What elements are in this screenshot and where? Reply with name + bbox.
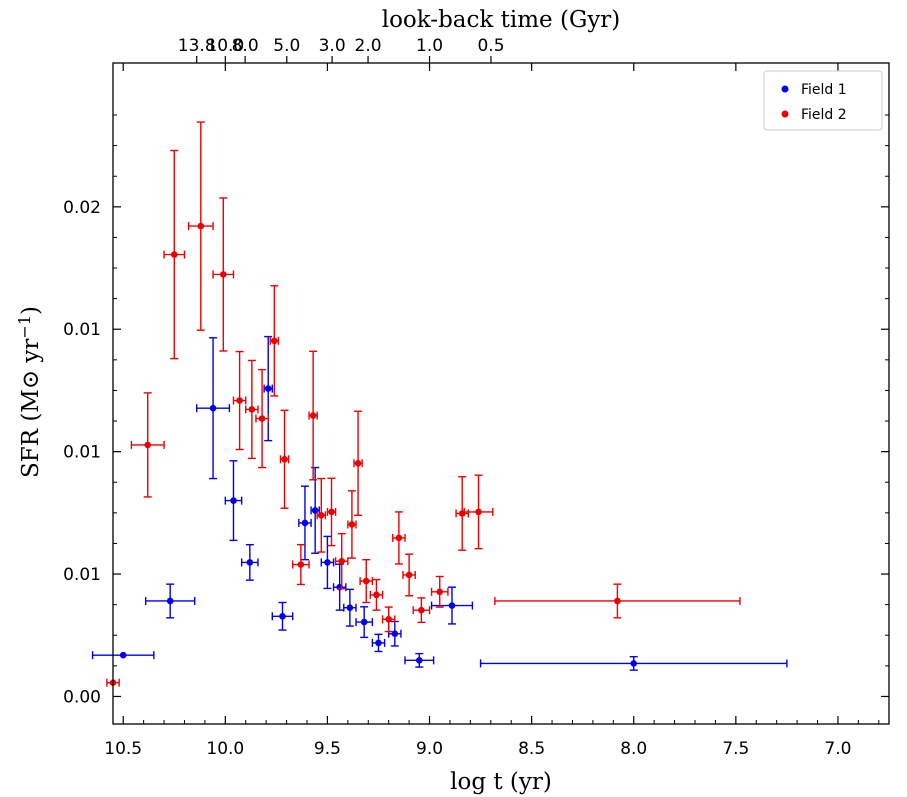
plot-frame [112, 62, 890, 725]
data-series [91, 121, 788, 687]
y-tick-label: 0.01 [63, 443, 101, 463]
top-tick-label: 2.0 [355, 36, 382, 56]
data-point [264, 385, 272, 392]
data-point [271, 337, 278, 345]
data-point [373, 591, 380, 599]
data-point [391, 630, 399, 638]
data-point [328, 508, 335, 516]
x-tick-label: 8.0 [620, 739, 647, 759]
data-point [405, 571, 413, 579]
data-point [246, 559, 254, 566]
x-tick-label: 9.5 [314, 739, 341, 759]
data-point [281, 455, 288, 463]
legend-label-field-1: Field 1 [801, 82, 847, 98]
data-point [346, 604, 354, 612]
top-axis: 13.810.08.0 5.0 3.0 2.0 1.0 0.5 [178, 36, 505, 63]
y-axis: 0.00 0.01 0.01 0.01 0.02 [63, 114, 889, 707]
data-point [630, 660, 638, 667]
data-point [279, 612, 286, 620]
top-tick-label: 1.0 [416, 36, 443, 56]
data-point [416, 657, 423, 664]
x-tick-label: 8.5 [518, 739, 545, 759]
data-point [436, 588, 444, 596]
top-tick-label: 3.0 [319, 36, 346, 56]
data-point [448, 602, 456, 609]
data-point [166, 597, 174, 605]
x-axis-title: log t (yr) [450, 769, 552, 795]
y-tick-label: 0.01 [63, 320, 101, 340]
x-axis: 10.5 10.0 9.5 9.0 8.5 8.0 7.5 7.0 [104, 63, 880, 759]
y-axis-title-unit: yr [18, 339, 44, 370]
data-point [375, 639, 382, 647]
top-tick-label: 10.0 [206, 36, 244, 56]
x-tick-label: 10.5 [104, 739, 142, 759]
data-point [362, 577, 370, 585]
data-point [236, 397, 243, 404]
data-point [354, 459, 362, 467]
data-point [317, 511, 325, 519]
x-tick-label: 9.0 [416, 739, 443, 759]
legend: Field 1 Field 2 [763, 70, 883, 131]
data-point [348, 521, 356, 528]
y-tick-label: 0.00 [63, 687, 101, 707]
top-tick-label: 13.8 [178, 36, 216, 56]
legend-marker-field-2 [781, 110, 789, 118]
y-axis-title-sun: ⊙ [18, 370, 44, 389]
data-point [475, 508, 482, 516]
data-point [385, 616, 392, 623]
data-point [219, 271, 227, 278]
data-point [324, 559, 331, 566]
top-tick-label: 5.0 [273, 36, 300, 56]
data-point [301, 519, 309, 527]
legend-marker-field-1 [781, 85, 789, 93]
data-point [338, 557, 346, 565]
top-axis-title: look-back time (Gyr) [382, 7, 621, 33]
data-point [360, 618, 368, 626]
y-tick-label: 0.01 [63, 565, 101, 585]
data-point [614, 597, 621, 605]
data-point [309, 412, 317, 419]
data-point [144, 441, 152, 449]
y-axis-title-exp: −1 [15, 315, 34, 339]
y-tick-label: 0.02 [63, 198, 101, 218]
y-axis-title-close: ) [18, 306, 44, 315]
y-axis-title-main: SFR (M [18, 389, 44, 478]
data-point [248, 406, 256, 413]
data-point [197, 222, 205, 230]
data-point [170, 251, 178, 258]
x-tick-label: 10.0 [206, 739, 244, 759]
data-point [230, 497, 237, 504]
data-point [418, 606, 425, 614]
data-point [209, 404, 217, 412]
legend-box [763, 70, 883, 131]
x-tick-label: 7.0 [824, 739, 851, 759]
top-tick-label: 0.5 [477, 36, 504, 56]
top-tick-label: 8.0 [232, 36, 259, 56]
y-axis-title: SFR (M⊙ yr−1) [15, 306, 44, 478]
data-point [119, 651, 127, 659]
data-point [258, 415, 266, 422]
x-tick-label: 7.5 [722, 739, 749, 759]
series-field-2 [106, 121, 741, 687]
data-point [395, 534, 403, 542]
legend-label-field-2: Field 2 [801, 107, 847, 123]
data-point [297, 561, 305, 568]
plot-area [113, 63, 889, 724]
